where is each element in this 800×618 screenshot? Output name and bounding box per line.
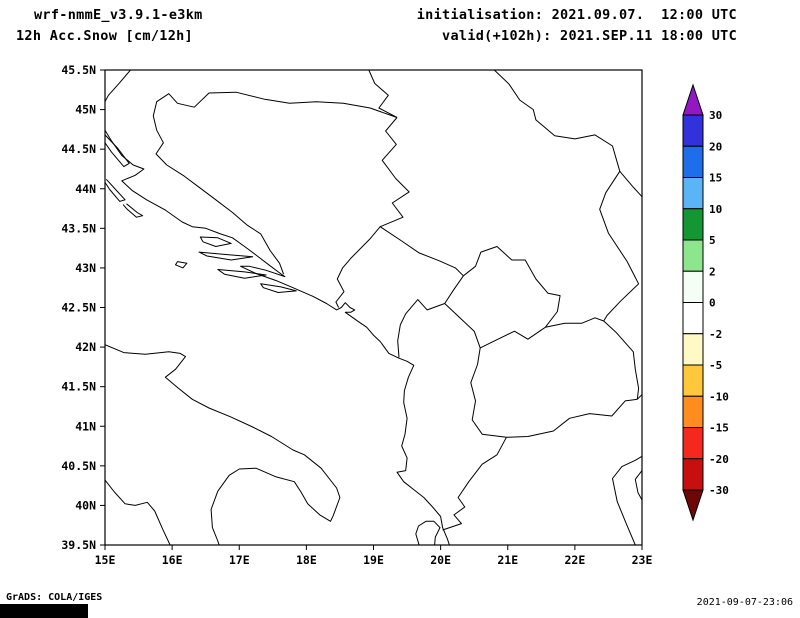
- colorbar-segment: [682, 270, 704, 303]
- chalkidiki-coast: [634, 470, 642, 501]
- lat-tick-label: 40.5N: [61, 459, 96, 473]
- croatia-serbia-border: [368, 70, 398, 118]
- mljet-island: [260, 283, 297, 293]
- montenegro-serbia-border: [379, 226, 464, 277]
- model-name: wrf-nmmE_v3.9.1-e3km: [34, 7, 203, 23]
- colorbar-label: 2: [709, 265, 716, 278]
- slovenia-croatia-border: [105, 70, 131, 102]
- lat-tick-label: 44N: [75, 182, 96, 196]
- colorbar-segment: [682, 458, 704, 491]
- colorbar-label: 20: [709, 140, 722, 153]
- korcula-island: [217, 269, 267, 279]
- pag-island: [105, 134, 130, 168]
- colorbar-label: -5: [709, 359, 722, 372]
- bosnia-montenegro-border: [335, 226, 381, 308]
- grads-watermark: GrADS: COLA/IGES: [6, 592, 103, 603]
- lat-tick-label: 39.5N: [61, 538, 96, 552]
- lon-tick-label: 17E: [229, 553, 250, 567]
- axis-ticks: [100, 69, 643, 550]
- kornati-islands: [122, 203, 144, 218]
- lat-tick-label: 43.5N: [61, 221, 96, 235]
- lon-tick-label: 15E: [95, 553, 116, 567]
- serbia-bulgaria-border: [599, 171, 640, 322]
- initialisation-time: initialisation: 2021.09.07. 12:00 UTC: [416, 7, 737, 23]
- albania-greece-border: [442, 437, 507, 531]
- colorbar-segment: [682, 239, 704, 272]
- bottom-left-black-bar: [0, 604, 88, 618]
- croatia-adriatic-coast: [105, 129, 450, 545]
- macedonia-greece-border: [506, 398, 638, 438]
- lon-tick-label: 22E: [564, 553, 585, 567]
- product-title: 12h Acc.Snow [cm/12h]: [16, 28, 193, 44]
- serbia-macedonia-border: [545, 317, 604, 328]
- colorbar-label: -15: [709, 422, 729, 435]
- dugi-otok-island: [105, 178, 126, 202]
- hvar-island: [198, 251, 254, 261]
- colorbar-label: -10: [709, 390, 729, 403]
- colorbar-label: 15: [709, 172, 722, 185]
- colorbar-segment: [682, 114, 704, 147]
- map-outlines: [105, 70, 642, 545]
- lat-tick-label: 41.5N: [61, 380, 96, 394]
- italy-adriatic-coast: [105, 344, 341, 545]
- colorbar-label: -2: [709, 328, 722, 341]
- serbia-romania-border: [493, 70, 621, 172]
- lat-tick-label: 45N: [75, 103, 96, 117]
- lon-tick-label: 23E: [632, 553, 653, 567]
- colorbar-label: 10: [709, 203, 722, 216]
- macedonia-bulgaria-border: [603, 320, 640, 400]
- colorbar-arrow-bottom: [682, 489, 704, 522]
- colorbar-segment: [682, 177, 704, 210]
- lon-tick-label: 19E: [363, 553, 384, 567]
- colorbar-arrow-top: [682, 83, 704, 116]
- kosovo-macedonia-border: [479, 326, 546, 349]
- kosovo-serbia-border: [463, 246, 561, 328]
- lat-tick-label: 42N: [75, 340, 96, 354]
- montenegro-kosovo-border: [444, 275, 464, 304]
- colorbar-segment: [682, 364, 704, 397]
- lon-tick-label: 20E: [430, 553, 451, 567]
- valid-time: valid(+102h): 2021.SEP.11 18:00 UTC: [442, 28, 737, 44]
- lon-tick-label: 21E: [497, 553, 518, 567]
- brac-island: [199, 236, 232, 247]
- lat-tick-label: 44.5N: [61, 142, 96, 156]
- colorbar-label: 5: [709, 234, 716, 247]
- lon-tick-label: 18E: [296, 553, 317, 567]
- lat-tick-label: 42.5N: [61, 301, 96, 315]
- vis-island: [175, 261, 188, 269]
- lat-tick-label: 43N: [75, 261, 96, 275]
- lat-tick-label: 40N: [75, 498, 96, 512]
- colorbar-segment: [682, 145, 704, 178]
- romania-bulgaria-danube: [619, 170, 642, 198]
- greece-aegean-coast: [612, 455, 642, 545]
- albania-macedonia-border: [470, 347, 507, 438]
- colorbar-label: -30: [709, 484, 729, 497]
- corfu-island: [415, 520, 441, 545]
- colorbar-label: 0: [709, 297, 716, 310]
- lon-tick-label: 16E: [162, 553, 183, 567]
- colorbar-segment: [682, 395, 704, 428]
- render-timestamp: 2021-09-07-23:06: [696, 597, 793, 608]
- lat-tick-label: 41N: [75, 419, 96, 433]
- colorbar-segment: [682, 427, 704, 460]
- italy-tyrrhenian-coast: [105, 479, 171, 545]
- colorbar-segment: [682, 208, 704, 241]
- croatia-bosnia-border: [152, 91, 398, 275]
- colorbar-segment: [682, 302, 704, 335]
- colorbar-label: -20: [709, 453, 729, 466]
- greece-bulgaria-border: [636, 394, 642, 400]
- lat-tick-label: 45.5N: [61, 63, 96, 77]
- kosovo-albania-border: [444, 303, 481, 349]
- colorbar-label: 30: [709, 109, 722, 122]
- map-frame: [104, 69, 643, 546]
- colorbar-segment: [682, 333, 704, 366]
- montenegro-albania-border: [397, 299, 445, 358]
- bosnia-serbia-border: [380, 117, 410, 228]
